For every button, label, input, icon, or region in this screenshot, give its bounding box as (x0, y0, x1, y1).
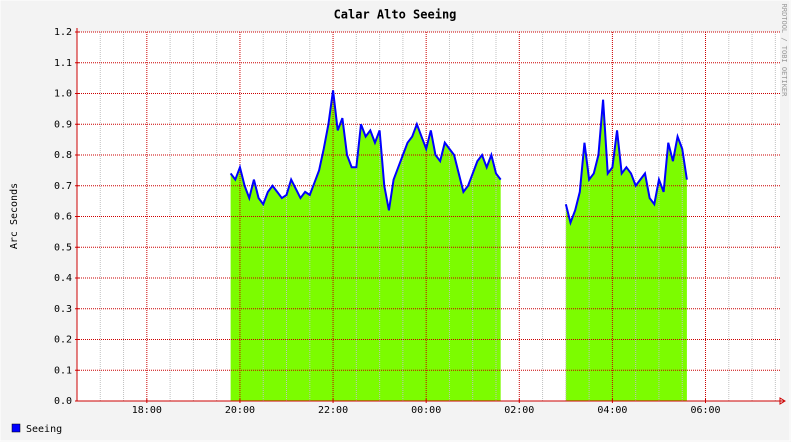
x-tick-label: 06:00 (690, 405, 720, 416)
x-tick-label: 18:00 (132, 405, 162, 416)
y-tick-label: 0.9 (54, 119, 72, 130)
y-tick-label: 0.7 (54, 181, 72, 192)
x-tick-label: 20:00 (225, 405, 255, 416)
y-tick-label: 0.4 (54, 273, 72, 284)
line (229, 90, 502, 211)
y-tick-label: 0.5 (54, 242, 72, 253)
x-tick-label: 04:00 (597, 405, 627, 416)
legend-label: Seeing (26, 424, 62, 435)
chart-title: Calar Alto Seeing (334, 8, 457, 22)
watermark: RRDTOOL / TOBI OETIKER (780, 4, 788, 98)
y-tick-label: 1.2 (54, 27, 72, 38)
line (564, 99, 688, 226)
x-axis-arrow (779, 397, 786, 405)
y-tick-label: 1.0 (54, 89, 72, 100)
y-tick-label: 1.1 (54, 58, 72, 69)
y-tick-label: 0.3 (54, 304, 72, 315)
x-tick-label: 02:00 (504, 405, 534, 416)
y-tick-label: 0.2 (54, 335, 72, 346)
y-tick-label: 0.0 (54, 396, 72, 407)
y-axis-label: Arc Seconds (9, 183, 20, 249)
legend-swatch (11, 423, 21, 433)
x-tick-label: 22:00 (318, 405, 348, 416)
y-tick-label: 0.6 (54, 212, 72, 223)
area-fill (565, 99, 687, 402)
y-tick-label: 0.1 (54, 365, 72, 376)
y-tick-label: 0.8 (54, 150, 72, 161)
x-tick-label: 00:00 (411, 405, 441, 416)
area-fill (230, 90, 501, 402)
